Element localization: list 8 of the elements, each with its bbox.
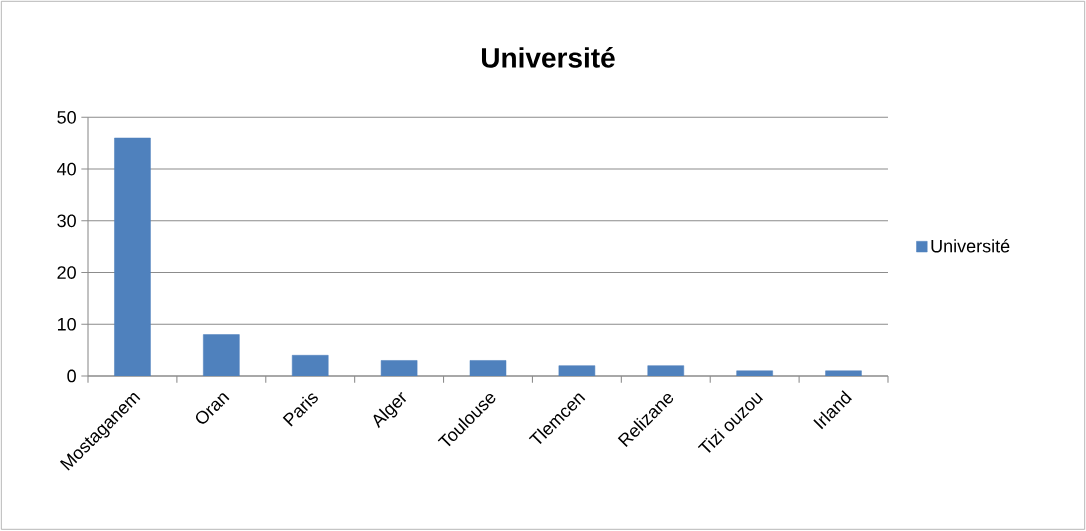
y-tick-label: 50 — [57, 111, 76, 124]
y-tick-label: 10 — [57, 318, 76, 331]
y-tick-label: 0 — [67, 369, 76, 383]
chart-title: Université — [481, 47, 615, 68]
y-tick-label: 40 — [57, 162, 76, 176]
legend-label: Université — [931, 239, 1010, 253]
y-tick-label: 20 — [57, 266, 76, 280]
y-tick-label: 30 — [57, 214, 76, 228]
